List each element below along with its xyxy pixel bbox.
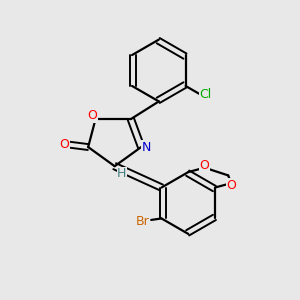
- Text: O: O: [88, 109, 98, 122]
- Text: Cl: Cl: [199, 88, 212, 101]
- Text: O: O: [200, 159, 209, 172]
- Text: N: N: [142, 141, 151, 154]
- Text: O: O: [60, 138, 70, 151]
- Text: O: O: [226, 179, 236, 192]
- Text: Br: Br: [136, 215, 149, 228]
- Text: H: H: [117, 167, 127, 180]
